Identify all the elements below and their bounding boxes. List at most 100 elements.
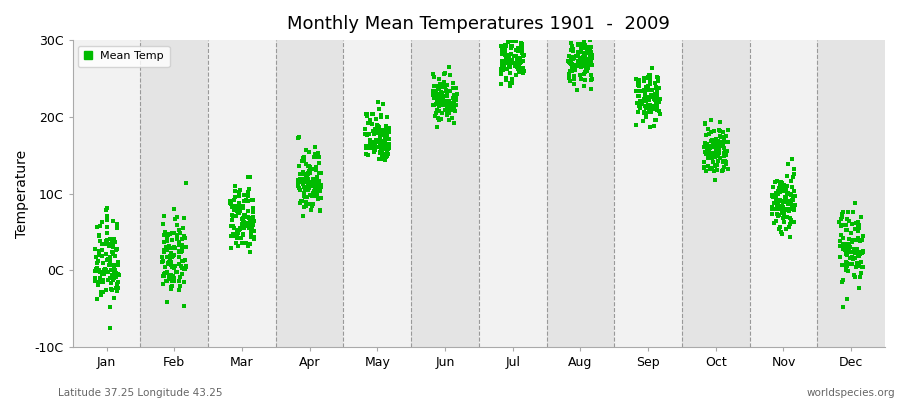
Point [839, 266, 853, 272]
Point [716, 134, 730, 141]
Point [237, 218, 251, 225]
Point [650, 86, 664, 93]
Point [381, 146, 395, 152]
Point [853, 214, 868, 220]
Point [575, 41, 590, 47]
Point [445, 103, 459, 109]
Point [631, 79, 645, 85]
Point [502, 55, 517, 61]
Point [247, 228, 261, 234]
Point [374, 129, 388, 135]
Point [312, 160, 327, 166]
Point [565, 56, 580, 63]
Point [839, 266, 853, 273]
Point [237, 212, 251, 219]
Point [430, 91, 445, 97]
Point [698, 168, 713, 174]
Point [770, 210, 784, 217]
Point [584, 76, 598, 82]
Point [241, 224, 256, 231]
Point [106, 251, 121, 258]
Point [851, 263, 866, 270]
Point [99, 241, 113, 247]
Point [782, 208, 796, 214]
Point [444, 100, 458, 106]
Point [102, 243, 116, 249]
Point [643, 106, 657, 113]
Point [569, 63, 583, 69]
Point [787, 219, 801, 226]
Point [241, 198, 256, 204]
Point [305, 176, 320, 182]
Point [632, 81, 646, 87]
Point [96, 277, 111, 283]
Point [292, 163, 307, 169]
Point [708, 144, 723, 151]
Point [310, 152, 325, 158]
Point [377, 156, 392, 163]
Point [580, 65, 595, 71]
Point [359, 151, 374, 158]
Point [292, 200, 307, 206]
Point [224, 245, 238, 252]
Point [649, 96, 663, 102]
Point [716, 158, 731, 164]
Point [778, 206, 792, 212]
Point [851, 285, 866, 292]
Point [243, 249, 257, 255]
Point [841, 240, 855, 247]
Point [835, 211, 850, 218]
Point [306, 166, 320, 173]
Point [296, 193, 310, 199]
Point [502, 57, 517, 63]
Point [567, 55, 581, 62]
Point [300, 179, 314, 185]
Point [839, 258, 853, 265]
Point [495, 50, 509, 57]
Point [841, 296, 855, 302]
Point [705, 137, 719, 143]
Point [239, 222, 254, 229]
Point [503, 57, 517, 64]
Point [710, 142, 724, 148]
Point [375, 129, 390, 136]
Point [787, 188, 801, 194]
Point [851, 224, 866, 231]
Point [107, 268, 122, 275]
Point [707, 154, 722, 161]
Point [511, 62, 526, 68]
Point [707, 152, 722, 158]
Point [102, 240, 116, 247]
Point [299, 202, 313, 209]
Point [160, 277, 175, 284]
Point [852, 222, 867, 228]
Point [649, 98, 663, 104]
Point [835, 209, 850, 215]
Point [634, 100, 649, 106]
Point [713, 127, 727, 134]
Point [717, 158, 732, 164]
Point [648, 97, 662, 103]
Point [647, 106, 662, 112]
Point [779, 214, 794, 220]
Point [511, 47, 526, 54]
Point [509, 53, 524, 59]
Point [166, 275, 181, 282]
Point [178, 263, 193, 269]
Point [784, 192, 798, 198]
Point [632, 77, 646, 83]
Point [506, 60, 520, 66]
Point [494, 67, 508, 74]
Point [108, 253, 122, 260]
Point [649, 100, 663, 107]
Point [160, 254, 175, 260]
Point [583, 86, 598, 92]
Point [161, 260, 176, 267]
Point [372, 106, 386, 113]
Point [848, 255, 862, 262]
Point [99, 207, 113, 213]
Point [89, 265, 104, 272]
Point [838, 243, 852, 249]
Point [241, 193, 256, 200]
Point [634, 98, 649, 104]
